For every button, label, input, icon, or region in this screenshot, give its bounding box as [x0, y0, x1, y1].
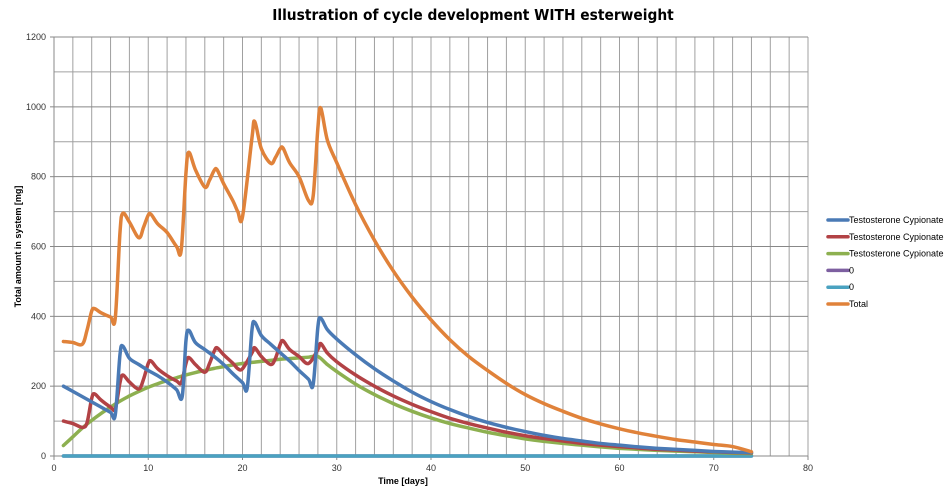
x-axis-title: Time [days] — [378, 476, 428, 486]
x-tick-label: 0 — [51, 463, 56, 473]
y-tick-label: 1000 — [26, 102, 46, 112]
y-tick-label: 1200 — [26, 32, 46, 42]
legend-label: Testosterone Cypionate — [849, 232, 944, 242]
legend-label: Testosterone Cypionate — [849, 249, 944, 259]
x-tick-label: 70 — [709, 463, 719, 473]
y-axis-title: Total amount in system [mg] — [13, 186, 23, 308]
series-lines — [61, 105, 754, 458]
legend: Testosterone Cypionate Testosterone Cypio… — [826, 215, 944, 309]
legend-label: 0 — [849, 282, 854, 292]
series-line-0 — [61, 315, 754, 455]
y-tick-label: 200 — [31, 381, 46, 391]
grid-lines — [54, 36, 809, 456]
x-tick-label: 60 — [614, 463, 624, 473]
x-tick-label: 50 — [520, 463, 530, 473]
y-tick-label: 600 — [31, 242, 46, 252]
legend-label: 0 — [849, 265, 854, 275]
series-line-1 — [61, 338, 754, 455]
x-tick-label: 30 — [332, 463, 342, 473]
legend-label: Total — [849, 299, 868, 309]
x-tick-label: 80 — [803, 463, 813, 473]
y-tick-label: 0 — [41, 451, 46, 461]
x-tick-label: 10 — [143, 463, 153, 473]
series-line-5 — [61, 105, 754, 454]
x-tick-label: 20 — [237, 463, 247, 473]
chart-title: Illustration of cycle development WITH e… — [272, 6, 674, 24]
x-tick-label: 40 — [426, 463, 436, 473]
y-tick-label: 400 — [31, 311, 46, 321]
y-tick-label: 800 — [31, 172, 46, 182]
tick-labels: 0 200 400 600 800 1000 1200 0 10 20 30 40 50 60 70 80 — [26, 32, 813, 473]
legend-label: Testosterone Cypionate — [849, 215, 944, 225]
axes — [50, 36, 809, 460]
